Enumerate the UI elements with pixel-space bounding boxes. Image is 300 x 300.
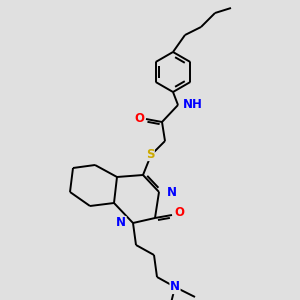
Text: NH: NH [183,98,203,112]
Text: O: O [134,112,144,124]
Text: S: S [146,148,154,160]
Text: N: N [116,217,126,230]
Text: N: N [170,280,180,293]
Text: O: O [174,206,184,220]
Text: N: N [167,185,177,199]
